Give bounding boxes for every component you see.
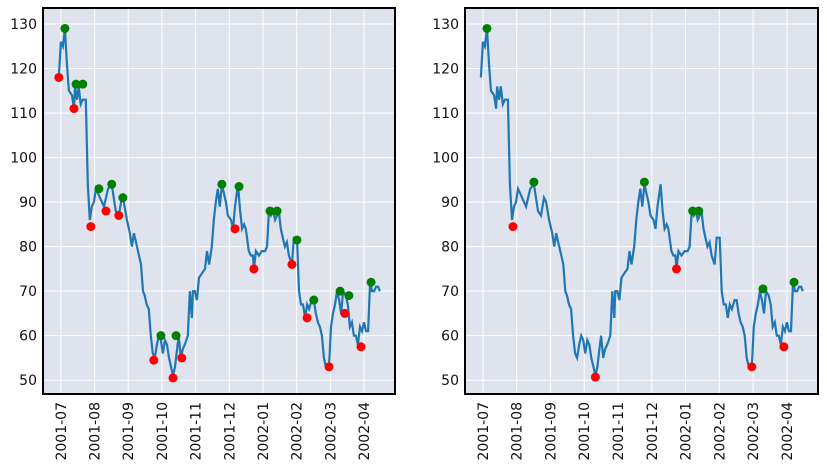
x-tick-label: 2002-03 — [323, 402, 339, 461]
y-tick-label: 70 — [441, 284, 459, 300]
trough-marker — [168, 373, 178, 383]
peak-marker — [156, 331, 166, 341]
y-tick-label: 90 — [441, 195, 459, 211]
peak-marker — [71, 79, 81, 89]
y-tick-label: 70 — [19, 284, 37, 300]
peak-marker — [758, 284, 768, 294]
trough-marker — [779, 342, 789, 352]
trough-marker — [114, 210, 124, 220]
x-tick-label: 2002-01 — [256, 402, 272, 461]
axes-frame — [464, 7, 819, 395]
trough-marker — [302, 313, 312, 323]
y-tick-label: 80 — [441, 240, 459, 256]
trough-marker — [249, 264, 259, 274]
peak-marker — [639, 177, 649, 187]
y-tick-label: 100 — [10, 151, 37, 167]
x-tick-label: 2001-07 — [476, 402, 492, 461]
peak-marker — [118, 193, 128, 203]
y-tick-label: 50 — [441, 373, 459, 389]
trough-marker — [747, 362, 757, 372]
y-tick-label: 60 — [19, 329, 37, 345]
y-tick-label: 130 — [10, 17, 37, 33]
peak-marker — [694, 206, 704, 216]
x-tick-label: 2001-09 — [121, 402, 137, 461]
peak-marker — [529, 177, 539, 187]
x-tick-label: 2001-11 — [611, 402, 627, 461]
x-tick-label: 2001-08 — [88, 402, 104, 461]
y-tick-label: 60 — [441, 329, 459, 345]
trough-marker — [69, 104, 79, 114]
y-tick-label: 110 — [10, 106, 37, 122]
y-tick-label: 110 — [432, 106, 459, 122]
peak-marker — [344, 291, 354, 301]
peak-marker — [78, 79, 88, 89]
axes-frame — [42, 7, 396, 395]
x-tick-label: 2002-01 — [679, 402, 695, 461]
y-tick-label: 50 — [19, 373, 37, 389]
y-tick-label: 100 — [432, 151, 459, 167]
trough-marker — [340, 308, 350, 318]
trough-marker — [287, 259, 297, 269]
trough-marker — [671, 264, 681, 274]
trough-marker — [356, 342, 366, 352]
y-tick-label: 120 — [432, 62, 459, 78]
y-tick-label: 120 — [10, 62, 37, 78]
peak-marker — [234, 182, 244, 192]
x-tick-label: 2002-02 — [290, 402, 306, 461]
peak-marker — [335, 286, 345, 296]
trough-marker — [324, 362, 334, 372]
x-tick-label: 2002-03 — [746, 402, 762, 461]
x-tick-label: 2001-11 — [189, 402, 205, 461]
y-tick-label: 80 — [19, 240, 37, 256]
trough-marker — [177, 353, 187, 363]
x-tick-label: 2001-10 — [155, 402, 171, 461]
trough-marker — [149, 355, 159, 365]
trough-marker — [86, 222, 96, 232]
x-tick-label: 2001-08 — [510, 402, 526, 461]
trough-marker — [101, 206, 111, 216]
x-tick-label: 2002-04 — [357, 402, 373, 461]
peak-marker — [309, 295, 319, 305]
x-tick-label: 2001-12 — [645, 402, 661, 461]
peak-marker — [272, 206, 282, 216]
peak-marker — [482, 23, 492, 33]
x-tick-label: 2001-07 — [54, 402, 70, 461]
peak-marker — [60, 23, 70, 33]
trough-marker — [590, 372, 600, 382]
price-line — [479, 28, 804, 376]
peak-marker — [107, 179, 117, 189]
peak-marker — [265, 206, 275, 216]
trough-marker — [508, 222, 518, 232]
trough-marker — [230, 224, 240, 234]
x-tick-label: 2001-09 — [543, 402, 559, 461]
trough-marker — [54, 72, 64, 82]
x-tick-label: 2001-12 — [222, 402, 238, 461]
x-tick-label: 2002-04 — [780, 402, 796, 461]
peak-marker — [366, 277, 376, 287]
y-tick-label: 90 — [19, 195, 37, 211]
peak-marker — [94, 184, 104, 194]
peak-marker — [171, 331, 181, 341]
peak-marker — [217, 179, 227, 189]
x-tick-label: 2002-02 — [712, 402, 728, 461]
x-tick-label: 2001-10 — [577, 402, 593, 461]
peak-marker — [789, 277, 799, 287]
peak-marker — [292, 235, 302, 245]
y-tick-label: 130 — [432, 17, 459, 33]
